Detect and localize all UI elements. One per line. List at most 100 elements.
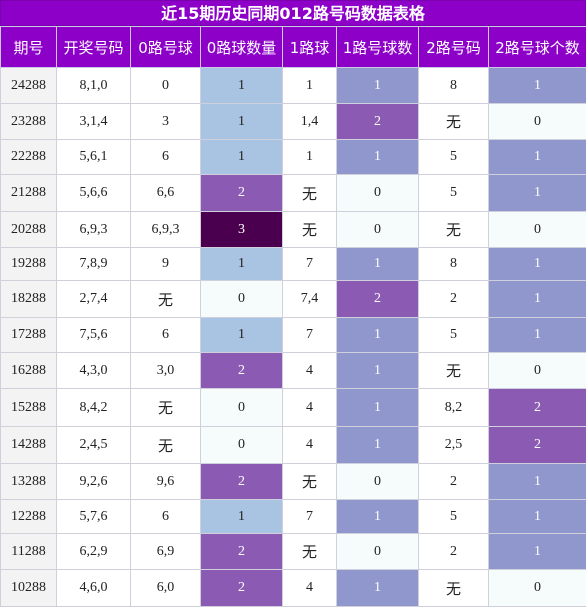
route0-balls-cell: 9,6	[131, 464, 201, 500]
route1-count-cell: 1	[337, 500, 419, 534]
route1-balls-cell: 4	[283, 427, 337, 464]
period-cell: 18288	[1, 281, 57, 318]
route1-balls-cell: 1	[283, 140, 337, 175]
route0-balls-cell: 无	[131, 389, 201, 427]
route1-count-cell: 1	[337, 570, 419, 607]
route2-balls-cell: 无	[419, 570, 489, 607]
period-cell: 21288	[1, 175, 57, 212]
route2-balls-cell: 5	[419, 140, 489, 175]
route1-balls-cell: 7	[283, 500, 337, 534]
period-cell: 16288	[1, 353, 57, 389]
draw-number-cell: 2,4,5	[57, 427, 131, 464]
route2-count-cell: 0	[489, 104, 586, 140]
route0-balls-cell: 0	[131, 68, 201, 104]
route1-count-cell: 1	[337, 318, 419, 353]
route2-count-cell: 1	[489, 318, 586, 353]
route2-balls-cell: 8	[419, 68, 489, 104]
route1-count-cell: 1	[337, 427, 419, 464]
route2-count-cell: 1	[489, 175, 586, 212]
route0-count-cell: 2	[201, 570, 283, 607]
route0-balls-cell: 3	[131, 104, 201, 140]
route1-count-cell: 1	[337, 389, 419, 427]
period-cell: 14288	[1, 427, 57, 464]
draw-number-cell: 2,7,4	[57, 281, 131, 318]
period-cell: 10288	[1, 570, 57, 607]
route0-count-cell: 0	[201, 427, 283, 464]
route0-count-cell: 1	[201, 68, 283, 104]
route2-balls-cell: 2	[419, 281, 489, 318]
draw-number-cell: 5,6,1	[57, 140, 131, 175]
route0-count-cell: 0	[201, 281, 283, 318]
route1-count-cell: 1	[337, 68, 419, 104]
route1-balls-cell: 7	[283, 318, 337, 353]
route1-count-cell: 1	[337, 248, 419, 281]
route1-count-cell: 2	[337, 281, 419, 318]
route0-balls-cell: 无	[131, 427, 201, 464]
route0-balls-cell: 6,9,3	[131, 212, 201, 248]
route2-balls-cell: 无	[419, 353, 489, 389]
header-route1-balls: 1路球	[283, 27, 337, 68]
route0-balls-cell: 6,9	[131, 534, 201, 570]
period-cell: 24288	[1, 68, 57, 104]
route1-count-cell: 0	[337, 175, 419, 212]
period-cell: 11288	[1, 534, 57, 570]
route2-count-cell: 0	[489, 353, 586, 389]
route0-count-cell: 0	[201, 389, 283, 427]
route0-balls-cell: 6	[131, 500, 201, 534]
draw-number-cell: 6,9,3	[57, 212, 131, 248]
draw-number-cell: 6,2,9	[57, 534, 131, 570]
route1-balls-cell: 无	[283, 464, 337, 500]
route0-count-cell: 2	[201, 534, 283, 570]
route1-balls-cell: 1	[283, 68, 337, 104]
route0-balls-cell: 6	[131, 318, 201, 353]
route2-count-cell: 0	[489, 570, 586, 607]
route1-balls-cell: 4	[283, 353, 337, 389]
route0-count-cell: 1	[201, 318, 283, 353]
draw-number-cell: 4,6,0	[57, 570, 131, 607]
route1-balls-cell: 1,4	[283, 104, 337, 140]
period-cell: 19288	[1, 248, 57, 281]
route0-balls-cell: 6,6	[131, 175, 201, 212]
header-route0-count: 0路球数量	[201, 27, 283, 68]
route2-balls-cell: 2	[419, 534, 489, 570]
route2-balls-cell: 无	[419, 212, 489, 248]
route1-balls-cell: 4	[283, 389, 337, 427]
route2-balls-cell: 8	[419, 248, 489, 281]
route1-balls-cell: 无	[283, 175, 337, 212]
draw-number-cell: 7,5,6	[57, 318, 131, 353]
route1-count-cell: 2	[337, 104, 419, 140]
route2-count-cell: 1	[489, 248, 586, 281]
route2-count-cell: 1	[489, 534, 586, 570]
route2-count-cell: 1	[489, 140, 586, 175]
route2-balls-cell: 5	[419, 175, 489, 212]
route0-count-cell: 1	[201, 104, 283, 140]
route1-balls-cell: 7,4	[283, 281, 337, 318]
header-route0-balls: 0路号球	[131, 27, 201, 68]
route0-balls-cell: 6	[131, 140, 201, 175]
route1-balls-cell: 无	[283, 534, 337, 570]
route2-balls-cell: 2,5	[419, 427, 489, 464]
route2-count-cell: 1	[489, 281, 586, 318]
route2-balls-cell: 8,2	[419, 389, 489, 427]
period-cell: 17288	[1, 318, 57, 353]
route2-balls-cell: 无	[419, 104, 489, 140]
draw-number-cell: 5,7,6	[57, 500, 131, 534]
draw-number-cell: 4,3,0	[57, 353, 131, 389]
route0-count-cell: 3	[201, 212, 283, 248]
draw-number-cell: 7,8,9	[57, 248, 131, 281]
draw-number-cell: 8,4,2	[57, 389, 131, 427]
header-period: 期号	[1, 27, 57, 68]
route0-count-cell: 2	[201, 175, 283, 212]
